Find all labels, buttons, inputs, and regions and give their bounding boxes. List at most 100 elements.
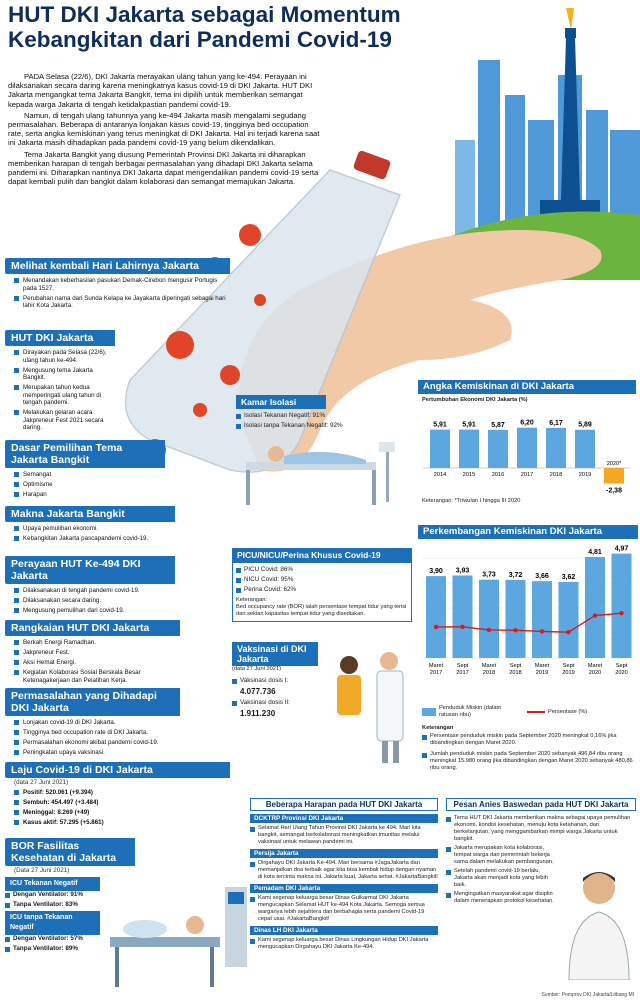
list-item: Dengan Ventilator: 57% bbox=[5, 935, 100, 943]
section-rangkaian: Rangkaian HUT DKI Jakarta Berkah Energi … bbox=[5, 620, 180, 687]
pesan-item: Tema HUT DKI Jakarta memberikan makna se… bbox=[446, 815, 636, 843]
source-note: Sumber: Pemprov DKI Jakarta/Litbang MI bbox=[541, 992, 634, 998]
section-header: BOR Fasilitas Kesehatan di Jakarta bbox=[5, 838, 135, 866]
harapan-group-text: Kami segenap keluarga besar Dinas Lingku… bbox=[250, 937, 438, 951]
note-text: Bed occupancy rate (BOR) ialah persentas… bbox=[236, 604, 407, 617]
list-item: Dirayakan pada Selasa (22/6), ulang tahu… bbox=[14, 349, 115, 364]
note-item: Jumlah penduduk miskin pada September 20… bbox=[422, 751, 634, 772]
dosis2-label: Vaksinasi dosis II: bbox=[232, 699, 412, 707]
legend-line-label: Persentase (%) bbox=[548, 708, 588, 715]
data-label: 4,81 bbox=[588, 549, 602, 556]
line-point bbox=[619, 610, 624, 616]
tick-label: 2017 bbox=[456, 670, 468, 676]
line-point bbox=[486, 627, 492, 633]
picu-title: PICU/NICU/Perina Khusus Covid-19 bbox=[232, 548, 412, 562]
list-item: Dengan Ventilator: 91% bbox=[5, 891, 100, 899]
section-laju-covid: Laju Covid-19 di DKI Jakarta (data 27 Ju… bbox=[5, 762, 230, 829]
data-label: 5,91 bbox=[433, 422, 447, 429]
section-header: Perayaan HUT Ke-494 DKI Jakarta bbox=[5, 556, 175, 584]
section-header: Permasalahan yang Dihadapi DKI Jakarta bbox=[5, 688, 180, 716]
section-makna: Makna Jakarta Bangkit Upaya pemulihan ek… bbox=[5, 506, 175, 545]
line-series bbox=[435, 612, 622, 633]
icu-neg-title: ICU Tekanan Negatif bbox=[5, 877, 100, 891]
kamar-isolasi-panel: Kamar Isolasi Isolasi Tekanan Negatif: 9… bbox=[236, 395, 436, 517]
section-permasalahan: Permasalahan yang Dihadapi DKI Jakarta L… bbox=[5, 688, 180, 759]
bar bbox=[604, 468, 624, 484]
data-label: 3,73 bbox=[482, 572, 496, 579]
vaccination-icon bbox=[337, 652, 404, 763]
list-item: Isolasi tanpa Tekanan Negatif: 92% bbox=[236, 422, 346, 430]
data-label: 5,89 bbox=[578, 422, 592, 429]
dosis1-value: 4.077.736 bbox=[240, 687, 276, 696]
line-point bbox=[460, 624, 465, 629]
data-label: 3,66 bbox=[535, 573, 549, 580]
list-item: Melakukan gelaran acara Jakpreneur Fest … bbox=[14, 409, 115, 432]
vaksin-title: Vaksinasi di DKI Jakarta bbox=[232, 642, 318, 666]
bar bbox=[505, 579, 526, 658]
list-item: Berkah Energi Ramadhan. bbox=[14, 639, 180, 647]
dosis2-value: 1.911.230 bbox=[240, 709, 276, 718]
bar bbox=[558, 581, 579, 658]
tick-label: 2019 bbox=[536, 670, 548, 676]
tick-label: Sept bbox=[563, 663, 575, 669]
data-label: 5,87 bbox=[491, 422, 505, 429]
harapan-group-text: Selamat Hari Ulang Tahun Provinsi DKI Ja… bbox=[250, 825, 438, 846]
pesan-item: Setelah pandemi covid-19 berlalu, Jakart… bbox=[446, 868, 556, 889]
bar bbox=[426, 576, 446, 658]
list-item: Sembuh: 454.497 (+3.484) bbox=[14, 799, 230, 807]
tick-label: 2016 bbox=[492, 472, 504, 478]
list-item: Optimisme bbox=[14, 481, 165, 489]
bar bbox=[479, 579, 499, 658]
icu-bed-icon bbox=[110, 887, 247, 987]
kamar-title: Kamar Isolasi bbox=[236, 395, 326, 409]
tick-label: Sept bbox=[457, 663, 469, 669]
tick-label: 2018 bbox=[509, 670, 521, 676]
list-item: Tingginya bed occupation rate di DKI Jak… bbox=[14, 729, 180, 737]
vaksin-panel: Vaksinasi di DKI Jakarta (data 27 Juni 2… bbox=[232, 642, 412, 763]
data-label: 3,93 bbox=[456, 567, 470, 574]
list-item: Dilaksanakan di tengah pandemi covid-19. bbox=[14, 587, 175, 595]
section-dasar-tema: Dasar Pemilihan Tema Jakarta Bangkit Sem… bbox=[5, 440, 165, 501]
list-item: Kebangkitan Jakarta pascapandemi covid-1… bbox=[14, 535, 175, 543]
harapan-group-head: DCKTRP Provinsi DKI Jakarta bbox=[250, 814, 438, 823]
portrait-icon bbox=[568, 872, 630, 980]
legend-bar-label: Penduduk Miskin (dalam ratusan ribu) bbox=[439, 705, 502, 718]
data-label: 5,91 bbox=[462, 422, 476, 429]
tick-label: Sept bbox=[510, 663, 522, 669]
bar bbox=[452, 575, 473, 658]
tick-label: 2018 bbox=[483, 670, 495, 676]
note-title: Keterangan bbox=[422, 725, 454, 731]
chart-title: Angka Kemiskinan di DKI Jakarta bbox=[418, 380, 636, 394]
line-point bbox=[539, 629, 545, 634]
data-label: 3,72 bbox=[509, 572, 523, 579]
list-item: Kegiatan Kolaborasi Sosial Berskala Besa… bbox=[14, 669, 180, 684]
section-header: Dasar Pemilihan Tema Jakarta Bangkit bbox=[5, 440, 165, 468]
bar bbox=[546, 427, 566, 468]
list-item: Perubahan nama dari Sunda Kelapa ke Jaya… bbox=[14, 295, 230, 310]
data-label: 6,20 bbox=[520, 420, 534, 427]
section-header: Rangkaian HUT DKI Jakarta bbox=[5, 620, 180, 636]
section-perayaan: Perayaan HUT Ke-494 DKI Jakarta Dilaksan… bbox=[5, 556, 175, 617]
list-item: Peningkatan upaya vaksinasi. bbox=[14, 749, 180, 757]
tick-label: 2020 bbox=[615, 670, 627, 676]
tick-label: Maret bbox=[429, 663, 444, 669]
monas-monument-icon bbox=[540, 8, 600, 214]
list-item: Positif: 520.061 (+9.394) bbox=[14, 789, 230, 797]
list-item: NICU Covid: 95% bbox=[236, 576, 408, 584]
chart-title: Perkembangan Kemiskinan DKI Jakarta bbox=[418, 525, 638, 539]
bar bbox=[517, 427, 537, 468]
bar bbox=[488, 429, 508, 468]
list-item: Semangat bbox=[14, 471, 165, 479]
tick-label: 2015 bbox=[463, 472, 475, 478]
legend-bar-swatch bbox=[422, 708, 436, 716]
section-header: HUT DKI Jakarta bbox=[5, 330, 115, 346]
chart-legend: Penduduk Miskin (dalam ratusan ribu) Per… bbox=[422, 705, 637, 719]
list-item: Meninggal: 8.269 (+49) bbox=[14, 809, 230, 817]
data-label: 4,97 bbox=[615, 546, 629, 553]
list-item: Permasalahan ekonomi akibat pandemi covi… bbox=[14, 739, 180, 747]
note-item: Persentase penduduk miskin pada Septembe… bbox=[422, 733, 634, 747]
bar bbox=[532, 581, 552, 658]
section-bor: BOR Fasilitas Kesehatan di Jakarta (Data… bbox=[5, 838, 265, 997]
list-item: Tanpa Ventilator: 89% bbox=[5, 945, 100, 953]
